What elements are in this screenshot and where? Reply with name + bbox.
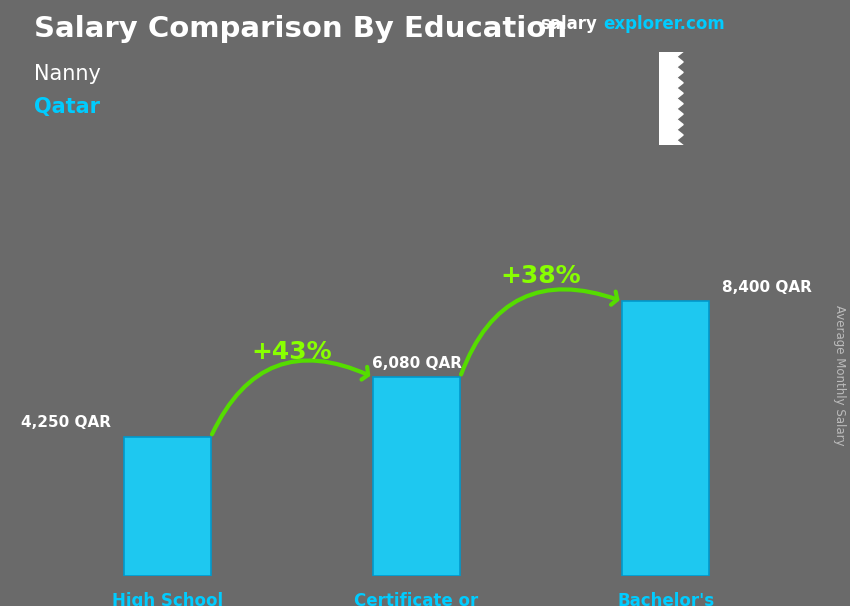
Bar: [373, 377, 460, 576]
Text: Salary Comparison By Education: Salary Comparison By Education: [34, 15, 567, 43]
Polygon shape: [659, 52, 683, 145]
Text: +38%: +38%: [501, 264, 581, 288]
Text: +43%: +43%: [252, 339, 332, 364]
Text: 8,400 QAR: 8,400 QAR: [722, 280, 812, 295]
Bar: [622, 301, 710, 576]
Text: Nanny: Nanny: [34, 64, 101, 84]
Text: Qatar: Qatar: [34, 97, 100, 117]
Text: 4,250 QAR: 4,250 QAR: [21, 415, 111, 430]
Bar: [123, 437, 211, 576]
Text: Average Monthly Salary: Average Monthly Salary: [833, 305, 846, 446]
Text: salary: salary: [540, 15, 597, 33]
Text: explorer.com: explorer.com: [604, 15, 725, 33]
Text: 6,080 QAR: 6,080 QAR: [371, 356, 462, 370]
